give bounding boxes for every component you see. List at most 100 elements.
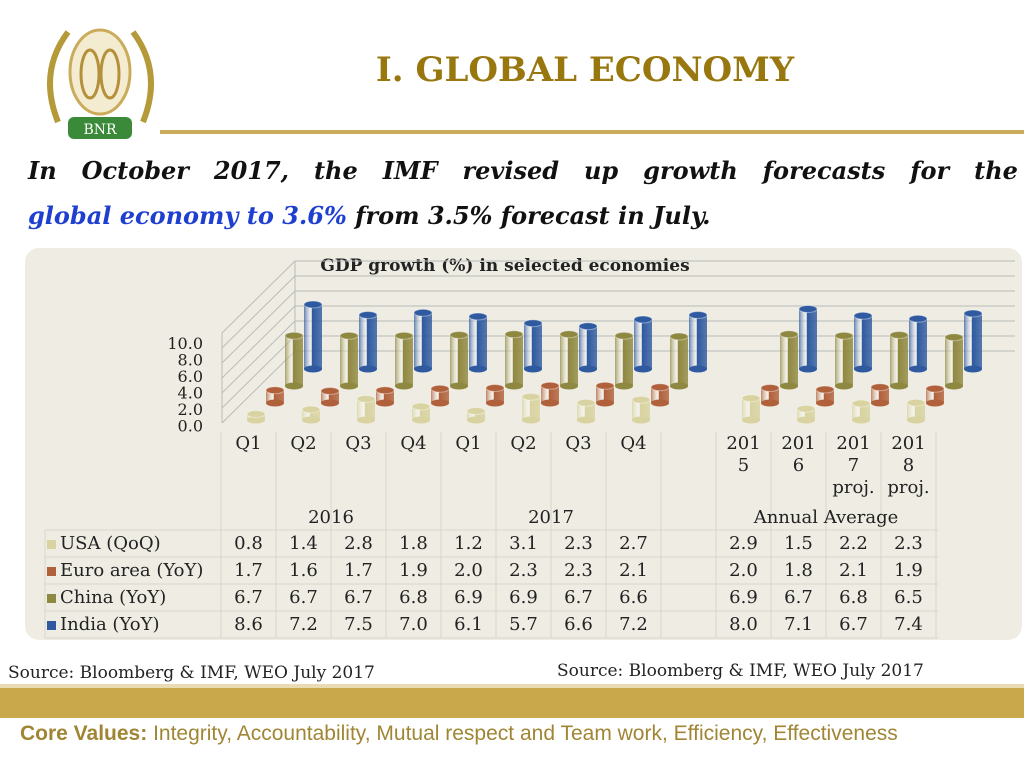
bar-china xyxy=(394,331,414,390)
table-cell: 1.2 xyxy=(454,533,483,554)
bar-euro xyxy=(650,383,670,407)
table-cell: 2.3 xyxy=(564,533,593,554)
bar-usa xyxy=(356,395,376,424)
table-cell: 2.7 xyxy=(619,533,648,554)
bar-india xyxy=(853,311,873,373)
bnr-logo-emblem: BNR xyxy=(47,28,154,139)
subtitle-word: the xyxy=(313,156,358,185)
bar-euro xyxy=(595,381,615,407)
table-cell: 6.6 xyxy=(619,587,648,608)
side-gridline xyxy=(221,305,296,379)
legend-key-usa: USA (QoQ) xyxy=(47,533,222,554)
table-cell: 7.2 xyxy=(289,614,318,635)
bar-india xyxy=(688,311,708,373)
bar-india xyxy=(358,311,378,373)
table-cell: 8.6 xyxy=(234,614,263,635)
table-cell: 1.7 xyxy=(344,560,373,581)
bar-china xyxy=(669,332,689,390)
bar-euro xyxy=(430,384,450,407)
table-cell: 6.6 xyxy=(564,614,593,635)
y-tick-label: 0.0 xyxy=(178,417,203,436)
source-right: Source: Bloomberg & IMF, WEO July 2017 xyxy=(557,661,924,681)
side-gridline xyxy=(221,320,296,394)
table-cell: 1.6 xyxy=(289,560,318,581)
bar-euro xyxy=(870,383,890,407)
table-cell: 6.7 xyxy=(344,587,373,608)
table-cell: 5.7 xyxy=(509,614,538,635)
y-tick-label: 4.0 xyxy=(178,384,203,403)
table-cell: 6.1 xyxy=(454,614,483,635)
bar-euro xyxy=(925,384,945,407)
bar-usa xyxy=(741,394,761,424)
table-cell: 6.8 xyxy=(399,587,428,608)
y-tick-label: 8.0 xyxy=(178,351,203,370)
bar-china xyxy=(834,331,854,390)
y-tick-label: 6.0 xyxy=(178,367,203,386)
category-label: 201 5 xyxy=(726,433,761,476)
table-cell: 6.9 xyxy=(509,587,538,608)
table-cell: 6.7 xyxy=(839,614,868,635)
table-cell: 2.9 xyxy=(729,533,758,554)
table-cell: 7.5 xyxy=(344,614,373,635)
bar-euro xyxy=(485,384,505,407)
table-cell: 6.7 xyxy=(784,587,813,608)
bar-india xyxy=(303,300,323,373)
group-label: 2016 xyxy=(308,507,354,528)
footer-band-light xyxy=(0,684,1024,688)
bar-china xyxy=(559,330,579,390)
bar-china xyxy=(614,331,634,390)
table-cell: 0.8 xyxy=(234,533,263,554)
bar-usa xyxy=(466,407,486,424)
table-cell: 6.9 xyxy=(729,587,758,608)
bar-euro xyxy=(815,385,835,407)
bar-usa xyxy=(301,405,321,424)
bar-usa xyxy=(631,395,651,424)
table-cell: 6.7 xyxy=(564,587,593,608)
subtitle-word: IMF xyxy=(382,156,438,185)
chart-panel xyxy=(25,248,1022,640)
table-cell: 6.9 xyxy=(454,587,483,608)
table-cell: 6.5 xyxy=(894,587,923,608)
bar-usa xyxy=(851,399,871,424)
table-cell: 2.1 xyxy=(619,560,648,581)
table-cell: 3.1 xyxy=(509,533,538,554)
table-cell: 2.2 xyxy=(839,533,868,554)
table-cell: 1.8 xyxy=(784,560,813,581)
category-label: Q3 xyxy=(565,433,592,454)
subtitle-word: October xyxy=(81,156,189,185)
bar-usa xyxy=(906,398,926,424)
subtitle-word: revised xyxy=(462,156,560,185)
table-cell: 2.3 xyxy=(509,560,538,581)
bar-usa xyxy=(411,402,431,424)
table-cell: 2.3 xyxy=(894,533,923,554)
category-label: 201 8 proj. xyxy=(887,433,930,498)
bar-usa xyxy=(521,392,541,424)
svg-text:BNR: BNR xyxy=(83,122,117,138)
subtitle-word: up xyxy=(583,156,619,185)
legend-key-china: China (YoY) xyxy=(47,587,222,608)
category-label: Q1 xyxy=(455,433,482,454)
side-gridline xyxy=(221,260,296,334)
bar-euro xyxy=(375,386,395,407)
bar-usa xyxy=(796,404,816,424)
bar-usa xyxy=(576,398,596,424)
category-label: Q3 xyxy=(345,433,372,454)
bar-euro xyxy=(320,387,340,407)
table-cell: 1.4 xyxy=(289,533,318,554)
bar-usa xyxy=(246,410,266,424)
bar-euro xyxy=(265,386,285,407)
bar-india xyxy=(633,315,653,373)
table-cell: 6.7 xyxy=(234,587,263,608)
table-cell: 7.2 xyxy=(619,614,648,635)
table-cell: 2.8 xyxy=(344,533,373,554)
table-cell: 1.5 xyxy=(784,533,813,554)
logo: BNR xyxy=(38,12,163,142)
legend-key-india: India (YoY) xyxy=(47,614,222,635)
bar-china xyxy=(504,330,524,390)
core-values: Core Values: Integrity, Accountability, … xyxy=(20,722,898,745)
bar-euro xyxy=(540,381,560,407)
bar-china xyxy=(339,331,359,390)
category-label: Q2 xyxy=(510,433,537,454)
category-label: Q2 xyxy=(290,433,317,454)
title-divider xyxy=(160,130,1024,134)
